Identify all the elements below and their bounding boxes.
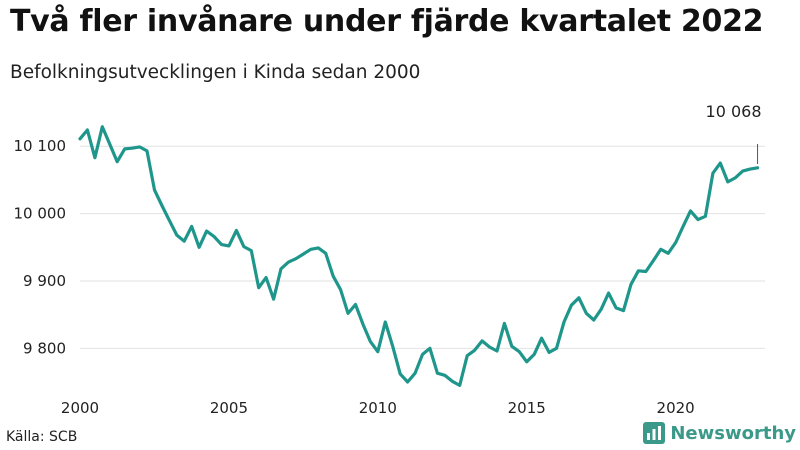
y-tick-label: 9 900 — [23, 272, 66, 290]
x-tick-label: 2020 — [657, 399, 695, 417]
chart-title: Två fler invånare under fjärde kvartalet… — [10, 4, 764, 39]
y-axis-tick-labels: 9 800 9 900 10 000 10 100 — [14, 137, 67, 357]
population-line — [78, 125, 760, 387]
x-axis-tick-labels: 2000 2005 2010 2015 2020 — [61, 399, 695, 417]
brand-logo: Newsworthy — [643, 422, 796, 444]
source-note: Källa: SCB — [6, 429, 78, 445]
last-value-label: 10 068 — [706, 102, 762, 121]
bar-chart-icon — [643, 422, 666, 444]
x-tick-label: 2005 — [210, 399, 248, 417]
y-tick-label: 9 800 — [23, 339, 66, 357]
x-tick-label: 2000 — [61, 399, 99, 417]
gridlines — [80, 145, 765, 349]
x-tick-label: 2010 — [359, 399, 397, 417]
y-tick-label: 10 100 — [14, 137, 67, 155]
chart-subtitle: Befolkningsutvecklingen i Kinda sedan 20… — [10, 62, 421, 83]
brand-name: Newsworthy — [670, 422, 796, 444]
y-tick-label: 10 000 — [14, 205, 67, 223]
x-tick-label: 2015 — [508, 399, 546, 417]
